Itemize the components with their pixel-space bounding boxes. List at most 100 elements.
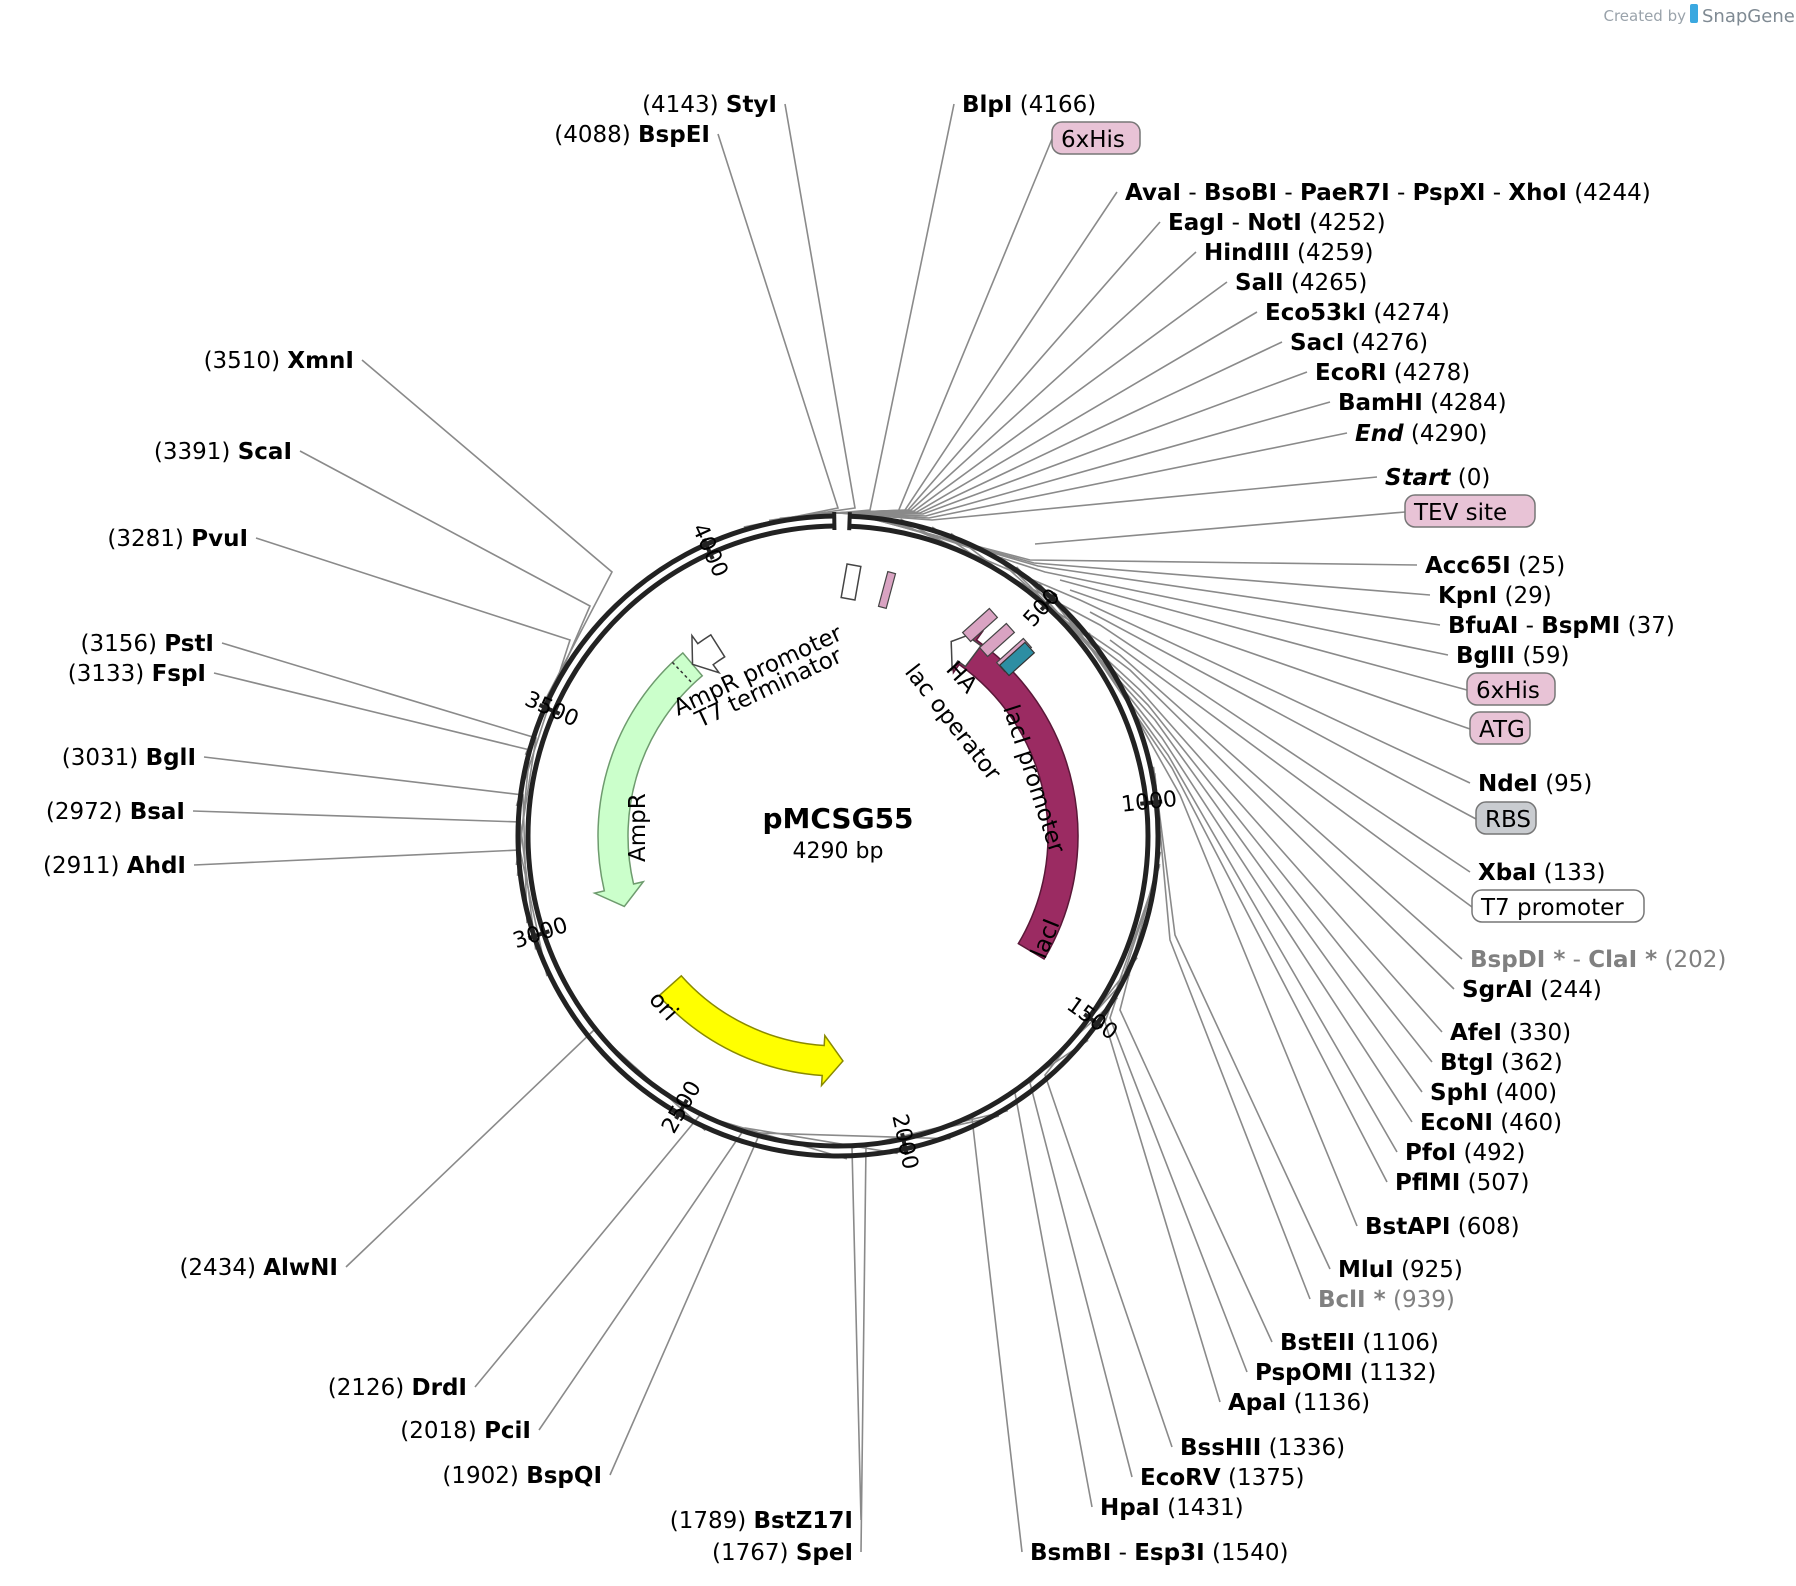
label-part: MluI [1338, 1257, 1394, 1283]
feature-ampr-promoter [691, 633, 726, 675]
label-part: (2126) [328, 1375, 404, 1401]
restriction-site-label: (2972) BsaI [46, 799, 185, 825]
site-labels: (4143) StyI BlpI (4166) (4088) BspEI 6xHis A… [43, 92, 1726, 1566]
restriction-site-label: (3133) FspI [68, 661, 206, 687]
leader-line [835, 401, 1331, 517]
restriction-site-label: HindIII (4259) [1204, 240, 1373, 266]
label-part: PfoI [1405, 1140, 1456, 1166]
label-part: (925) [1401, 1257, 1463, 1283]
tick-mark [674, 1098, 689, 1120]
leader-line [860, 1109, 1009, 1553]
feature-ha-block [961, 607, 999, 643]
feature-box-label: ATG [1469, 711, 1531, 745]
tick-mark [538, 703, 561, 716]
label-part: (1902) [442, 1463, 518, 1489]
label-part: PaeR7I [1300, 180, 1390, 206]
label-part: (59) [1522, 643, 1569, 669]
restriction-site-label: (3031) BglI [62, 745, 196, 771]
label-part: (29) [1505, 583, 1552, 609]
label-part: (3156) [81, 631, 157, 657]
feature-laci-promoter [950, 629, 983, 672]
label-part: BsmBI [1030, 1540, 1111, 1566]
restriction-site-label: PspOMI (1132) [1255, 1360, 1436, 1386]
backbone-outer [515, 513, 1161, 1159]
restriction-site-label: Start (0) [1385, 465, 1490, 491]
restriction-site-label: Eco53kI (4274) [1265, 300, 1450, 326]
label-part: PspXI [1413, 180, 1486, 206]
restriction-site-label: KpnI (29) [1438, 583, 1552, 609]
label-part: (4259) [1297, 240, 1373, 266]
label-part: (608) [1458, 1214, 1520, 1240]
label-part: XmnI [287, 348, 354, 374]
restriction-site-label: BsmBI - Esp3I (1540) [1030, 1540, 1288, 1566]
label-part: (1767) [712, 1540, 788, 1566]
snapgene-credit[interactable]: Created by SnapGene [1603, 4, 1795, 27]
label-part: Acc65I [1425, 553, 1511, 579]
label-part: (3391) [154, 439, 230, 465]
label-part: BclI * [1318, 1287, 1386, 1313]
label-part: (1132) [1360, 1360, 1436, 1386]
label-part: BssHII [1180, 1435, 1261, 1461]
restriction-site-label: SalI (4265) [1235, 270, 1367, 296]
leader-line [1029, 973, 1133, 1478]
restriction-site-label: PfoI (492) [1405, 1140, 1525, 1166]
restriction-site-label: NdeI (95) [1478, 771, 1592, 797]
label-part: SgrAI [1462, 977, 1533, 1003]
feature-6xhis-top [877, 570, 897, 610]
label-part: (1540) [1212, 1540, 1288, 1566]
leader-line [826, 281, 1228, 515]
feature-box-label: 6xHis [1051, 121, 1141, 155]
label-part: SalI [1235, 270, 1284, 296]
label-part: (4274) [1373, 300, 1449, 326]
leader-line [717, 133, 840, 528]
box-text: TEV site [1413, 500, 1507, 526]
leader-line [203, 756, 528, 924]
restriction-site-label: XbaI (133) [1478, 860, 1605, 886]
restriction-site-label: (1902) BspQI [442, 1463, 602, 1489]
restriction-site-label: SgrAI (244) [1462, 977, 1602, 1003]
feature-box-label: T7 promoter [1471, 889, 1645, 923]
restriction-site-label: Acc65I (25) [1425, 553, 1565, 579]
leader-line [255, 537, 572, 807]
label-part: ApaI [1228, 1390, 1286, 1416]
label-part: (3510) [204, 348, 280, 374]
leader-line [855, 512, 1441, 626]
credit-brand: SnapGene [1702, 6, 1795, 27]
label-part: NdeI [1478, 771, 1538, 797]
label-part: AfeI [1450, 1020, 1502, 1046]
leader-line [1055, 597, 1388, 1183]
restriction-site-label: SacI (4276) [1290, 330, 1428, 356]
label-part: (507) [1468, 1170, 1530, 1196]
snapgene-logo-icon [1690, 4, 1698, 23]
label-part: (4252) [1309, 210, 1385, 236]
label-part: EcoNI [1420, 1110, 1493, 1136]
label-part: (3281) [107, 526, 183, 552]
box-bg [1471, 889, 1645, 923]
leader-line [1059, 579, 1468, 691]
restriction-site-label: (3391) ScaI [154, 439, 292, 465]
label-part: BglII [1456, 643, 1515, 669]
label-part: (0) [1458, 465, 1491, 491]
label-part: (2434) [179, 1255, 255, 1281]
box-text: T7 promoter [1480, 895, 1624, 921]
label-part: DrdI [412, 1375, 467, 1401]
leader-line [1109, 639, 1473, 908]
leader-line [768, 103, 856, 522]
leader-line [1152, 766, 1331, 1270]
leader-line [1154, 773, 1311, 1300]
label-part: PstI [164, 631, 214, 657]
leader-line [1014, 997, 1119, 1508]
leader-line [1034, 511, 1406, 545]
restriction-site-label: EagI - NotI (4252) [1168, 210, 1386, 236]
leader-line [213, 672, 531, 876]
label-part: (939) [1393, 1287, 1455, 1313]
label-part: BstZ17I [754, 1508, 853, 1534]
leader-line [1104, 865, 1221, 1403]
restriction-site-label: BtgI (362) [1440, 1050, 1563, 1076]
restriction-site-label: (2018) PciI [400, 1418, 531, 1444]
feature-t7-terminator [840, 563, 862, 601]
restriction-site-label: (3156) PstI [81, 631, 215, 657]
label-part: (1336) [1269, 1435, 1345, 1461]
restriction-site-label: EcoRV (1375) [1140, 1465, 1304, 1491]
